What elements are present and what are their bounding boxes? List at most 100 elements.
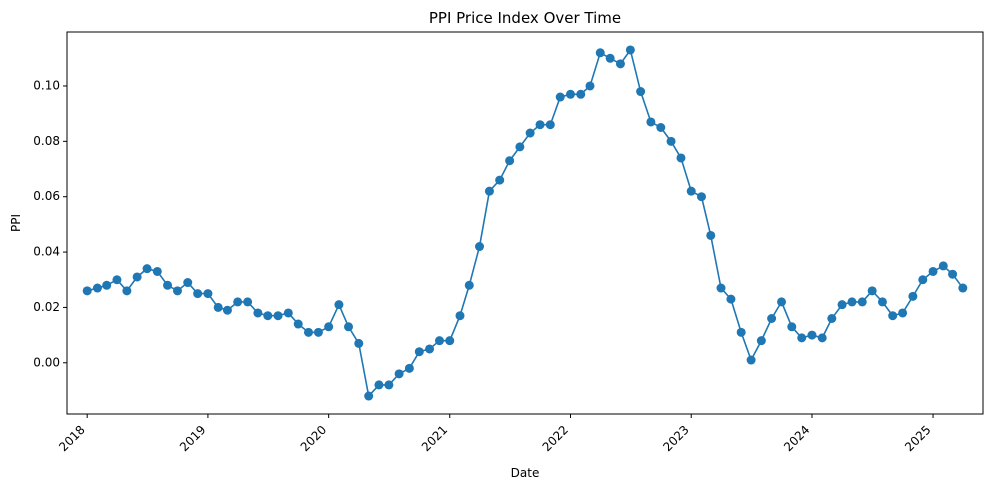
plot-content	[82, 45, 968, 401]
data-point	[394, 369, 404, 379]
data-point	[576, 89, 586, 99]
data-point	[414, 347, 424, 357]
data-point	[686, 186, 696, 196]
data-point	[434, 336, 444, 346]
data-point	[615, 59, 625, 69]
data-point	[656, 123, 666, 132]
data-point	[313, 327, 323, 337]
data-point	[847, 297, 857, 307]
data-point	[82, 286, 92, 296]
y-tick-label: 0.10	[33, 78, 60, 92]
data-point	[736, 327, 746, 337]
data-point	[263, 311, 273, 321]
data-point	[374, 380, 384, 390]
data-point	[605, 53, 615, 63]
data-point	[132, 272, 142, 282]
data-point	[817, 333, 827, 343]
series-line	[86, 48, 964, 398]
data-point	[877, 297, 887, 307]
data-point	[505, 156, 515, 166]
data-point	[273, 311, 283, 321]
data-point	[666, 136, 676, 146]
data-point	[172, 286, 182, 296]
data-point	[888, 311, 898, 321]
data-point	[404, 363, 414, 373]
data-point	[535, 120, 545, 130]
x-tick-label: 2023	[660, 423, 691, 454]
data-point	[122, 286, 132, 296]
x-tick-label: 2025	[902, 423, 933, 454]
data-point	[938, 261, 948, 271]
y-tick-label: 0.06	[33, 189, 60, 203]
data-point	[918, 275, 928, 285]
chart-title: PPI Price Index Over Time	[429, 9, 621, 27]
data-point	[716, 283, 726, 293]
data-point	[867, 286, 877, 296]
data-point	[837, 300, 847, 310]
data-point	[756, 336, 766, 346]
data-point	[525, 128, 535, 138]
x-tick-label: 2020	[298, 423, 329, 454]
data-point	[636, 87, 646, 97]
data-point	[112, 275, 122, 285]
y-tick-label: 0.02	[33, 300, 60, 314]
data-point	[233, 297, 243, 307]
y-axis-label: PPI	[9, 214, 23, 232]
x-tick-label: 2024	[781, 423, 812, 454]
y-axis: 0.00 0.02 0.04 0.06 0.08 0.10	[33, 78, 67, 369]
data-point	[807, 330, 817, 340]
data-point	[545, 120, 555, 130]
x-axis-label: Date	[511, 466, 540, 480]
data-point	[484, 186, 494, 196]
data-point	[344, 322, 354, 332]
data-point	[163, 280, 173, 290]
data-point	[706, 230, 716, 240]
data-point	[928, 266, 938, 276]
data-point	[777, 297, 787, 307]
data-point	[746, 355, 756, 365]
data-point	[354, 338, 364, 348]
data-point	[898, 308, 908, 318]
x-tick-label: 2018	[56, 423, 87, 454]
data-point	[787, 322, 797, 332]
data-point	[676, 153, 686, 163]
data-point	[152, 266, 162, 276]
data-point	[293, 319, 303, 329]
plot-frame	[66, 31, 984, 415]
data-point	[142, 264, 152, 274]
data-point	[243, 297, 253, 307]
data-point	[585, 81, 595, 91]
data-point	[364, 391, 374, 401]
data-point	[92, 283, 102, 293]
data-point	[464, 280, 474, 290]
data-point	[303, 327, 313, 337]
data-point	[948, 269, 958, 279]
data-point	[384, 380, 394, 390]
data-point	[324, 322, 334, 332]
y-tick-label: 0.00	[33, 355, 60, 369]
data-point	[445, 336, 455, 346]
data-point	[515, 142, 525, 152]
data-point	[625, 45, 635, 55]
data-point	[555, 92, 565, 102]
x-tick-label: 2019	[177, 423, 208, 454]
data-point	[213, 302, 223, 312]
data-point	[183, 278, 193, 288]
data-point	[253, 308, 263, 318]
x-axis: 2018 2019 2020 2021 2022 2023 2024 2025	[56, 414, 934, 454]
data-point	[908, 291, 918, 301]
y-tick-label: 0.04	[33, 245, 60, 259]
x-tick-label: 2021	[419, 423, 450, 454]
data-point	[857, 297, 867, 307]
data-point	[475, 242, 485, 252]
data-point	[827, 314, 837, 323]
data-point	[455, 311, 465, 321]
data-point	[646, 117, 656, 127]
data-point	[102, 280, 112, 290]
y-tick-label: 0.08	[33, 134, 60, 148]
data-point	[696, 192, 706, 202]
data-point	[203, 289, 213, 299]
data-point	[958, 283, 968, 293]
data-point	[425, 344, 435, 354]
